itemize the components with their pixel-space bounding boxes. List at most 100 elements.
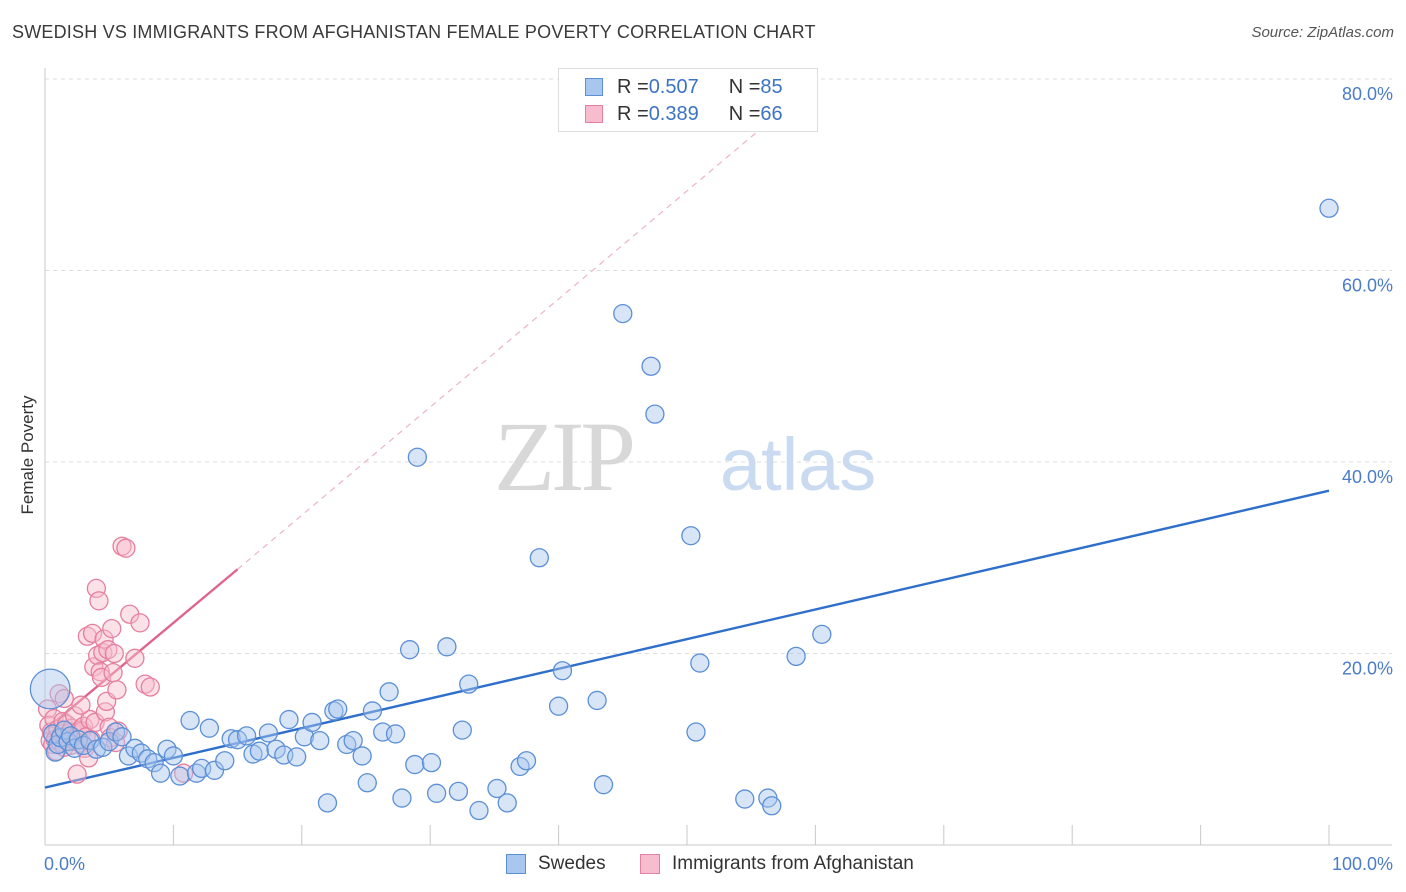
afghan-point (135, 674, 155, 694)
swedes-point (258, 723, 279, 743)
legend-n-value-afghan: 66 (760, 102, 783, 125)
swedes-point (593, 775, 614, 795)
y-tick-label: 80.0% (1342, 84, 1393, 104)
trend-lines (44, 82, 1330, 789)
afghan-point (116, 538, 136, 558)
legend-swatch-swedes (585, 78, 603, 96)
swedes-point (310, 730, 330, 751)
swedes-point (362, 701, 383, 721)
y-tick-label: 20.0% (1342, 659, 1393, 679)
bottom-legend-label-afghan: Immigrants from Afghanistan (672, 853, 914, 874)
source-label: Source: ZipAtlas.com (1251, 24, 1394, 41)
x-tick-label-min: 0.0% (44, 854, 85, 874)
afghan-point (103, 663, 123, 683)
swedes-point (199, 718, 220, 738)
swedes-point (180, 710, 200, 731)
swedes-point (681, 526, 701, 546)
bottom-legend-swatch-swedes (506, 854, 526, 874)
legend-n-label: N = (728, 102, 761, 125)
swedes-point (552, 661, 573, 681)
swedes-point (645, 404, 665, 424)
tick-labels: 20.0% 40.0% 60.0% 80.0% 0.0% 100.0% (44, 84, 1393, 874)
swedes-point (385, 724, 406, 744)
swedes-point (357, 773, 377, 793)
swedes-point (452, 720, 472, 740)
swedes-point (812, 624, 832, 644)
swedes-point (45, 742, 65, 762)
afghan-point (130, 613, 150, 633)
legend-r-label: R = (617, 102, 649, 125)
swedes-point (99, 731, 119, 752)
legend-swatch-afghan (585, 105, 603, 123)
afghan-point (67, 764, 87, 784)
afghan-point (125, 648, 145, 668)
swedes-point (302, 712, 322, 733)
afghan-point (77, 626, 98, 646)
swedes-point (735, 789, 755, 809)
swedes-point (352, 746, 372, 766)
swedes-point (405, 754, 425, 775)
bottom-legend-label-swedes: Swedes (538, 853, 606, 874)
afghan-point (89, 591, 109, 611)
swedes-point (426, 783, 447, 803)
swedes-point (215, 751, 235, 771)
swedes-point (29, 668, 71, 710)
swedes-point (400, 640, 420, 660)
swedes-point (221, 729, 241, 749)
afghan-point (140, 677, 160, 697)
swedes-point (112, 727, 132, 747)
legend-row-swedes: R = 0.507 N = 85 (585, 75, 783, 99)
swedes-point (328, 699, 348, 719)
afghan-point (80, 709, 100, 730)
afghan-trend-extension (237, 82, 816, 570)
afghan-point (107, 680, 127, 700)
swedes-point (762, 796, 782, 816)
swedes-point (459, 674, 479, 694)
swedes-point (317, 793, 338, 813)
swedes-point (163, 746, 184, 766)
swedes-point (487, 778, 507, 799)
swedes-point (548, 696, 569, 716)
swedes-point (529, 548, 549, 568)
legend-r-label: R = (617, 75, 649, 98)
bottom-legend-swedes: Swedes (506, 852, 606, 876)
afghan-point (87, 645, 108, 666)
afghan-point (91, 667, 112, 688)
swedes-point (279, 709, 299, 730)
swedes-point (516, 751, 537, 771)
swedes-point (641, 356, 661, 376)
legend-row-afghan: R = 0.389 N = 66 (585, 102, 783, 126)
afghan-point (86, 578, 107, 599)
afghan-point (104, 643, 124, 664)
swedes-point (407, 447, 428, 467)
swedes-point (204, 760, 225, 780)
afghan-point (71, 695, 91, 715)
legend-r-value-afghan: 0.389 (648, 102, 699, 125)
afghan-point (82, 623, 103, 644)
swedes-trend-line (44, 489, 1330, 789)
legend-box: R = 0.507 N = 85 R = 0.389 N = 66 (558, 68, 818, 132)
swedes-point (392, 788, 412, 808)
swedes-point (497, 793, 517, 813)
swedes-point (587, 690, 607, 711)
watermark-atlas: atlas (720, 423, 876, 506)
afghan-point (102, 618, 122, 639)
swedes-points (29, 198, 1339, 821)
swedes-point (448, 781, 469, 802)
y-tick-label: 60.0% (1342, 276, 1393, 296)
chart-title: SWEDISH VS IMMIGRANTS FROM AFGHANISTAN F… (12, 22, 816, 42)
y-tick-label: 40.0% (1342, 467, 1393, 487)
swedes-point (150, 763, 171, 783)
swedes-point (686, 722, 706, 742)
swedes-point (236, 726, 257, 746)
swedes-point (469, 800, 489, 821)
swedes-point (421, 753, 442, 773)
x-tick-label-max: 100.0% (1332, 854, 1393, 874)
bottom-legend-swatch-afghan (640, 854, 660, 874)
swedes-point (379, 682, 399, 702)
bottom-legend-afghan: Immigrants from Afghanistan (640, 852, 914, 876)
swedes-point (786, 646, 806, 667)
legend-r-value-swedes: 0.507 (648, 75, 699, 98)
swedes-point (690, 653, 710, 673)
